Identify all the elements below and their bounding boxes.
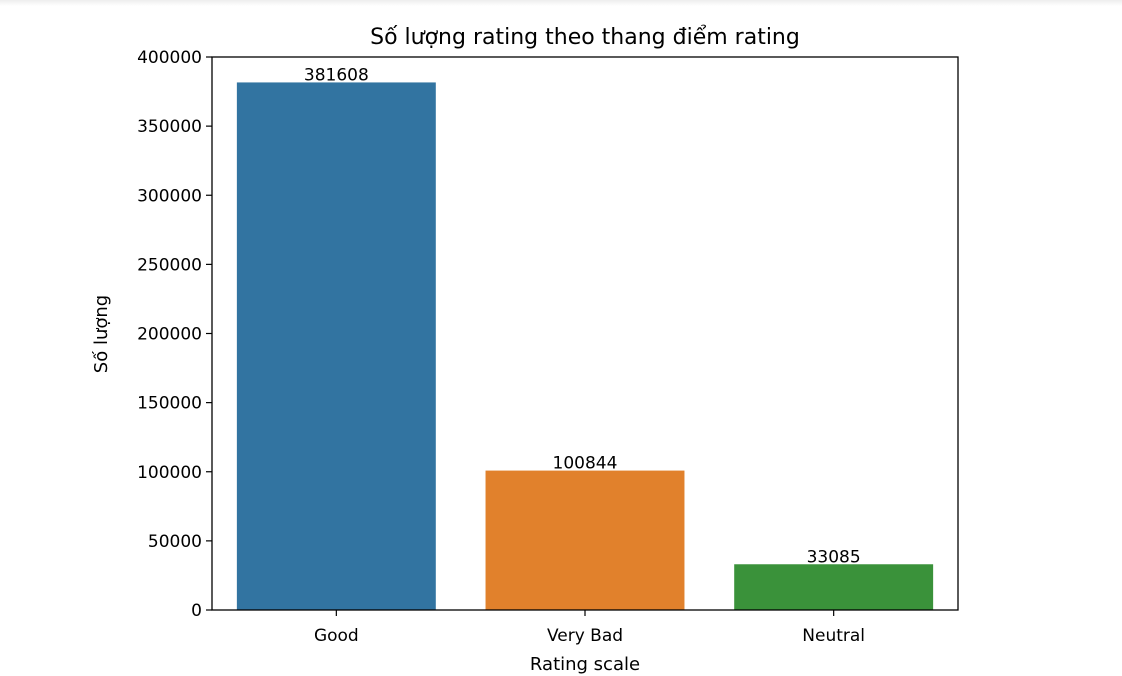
y-tick-label: 250000 [137,255,202,275]
data-label: 381608 [304,65,369,85]
bars-group [236,82,934,610]
data-label: 100844 [553,454,618,474]
y-tick-label: 350000 [137,117,202,137]
y-tick-label: 300000 [137,186,202,206]
bar-very-bad [485,470,685,610]
x-tick-label: Neutral [802,626,865,646]
chart-title: Số lượng rating theo thang điểm rating [370,25,800,50]
y-axis-ticks: 0 50000 100000 150000 200000 250000 300000 3500… [137,48,212,621]
y-tick-label: 400000 [137,48,202,68]
bar-good [236,82,436,610]
data-label: 33085 [807,547,861,567]
data-labels-group: 381608 100844 33085 [304,65,861,567]
y-axis-label: Số lượng [91,295,112,373]
y-tick-label: 0 [191,601,202,621]
y-tick-label: 200000 [137,325,202,345]
x-tick-label: Very Bad [547,626,623,646]
bar-neutral [734,564,934,610]
y-tick-label: 50000 [148,532,202,552]
top-shadow-strip [0,0,1122,6]
x-tick-label: Good [314,626,359,646]
y-tick-label: 150000 [137,394,202,414]
x-axis-ticks: Good Very Bad Neutral [314,610,865,646]
x-axis-label: Rating scale [530,654,640,675]
y-tick-label: 100000 [137,463,202,483]
plot-frame [211,56,959,611]
